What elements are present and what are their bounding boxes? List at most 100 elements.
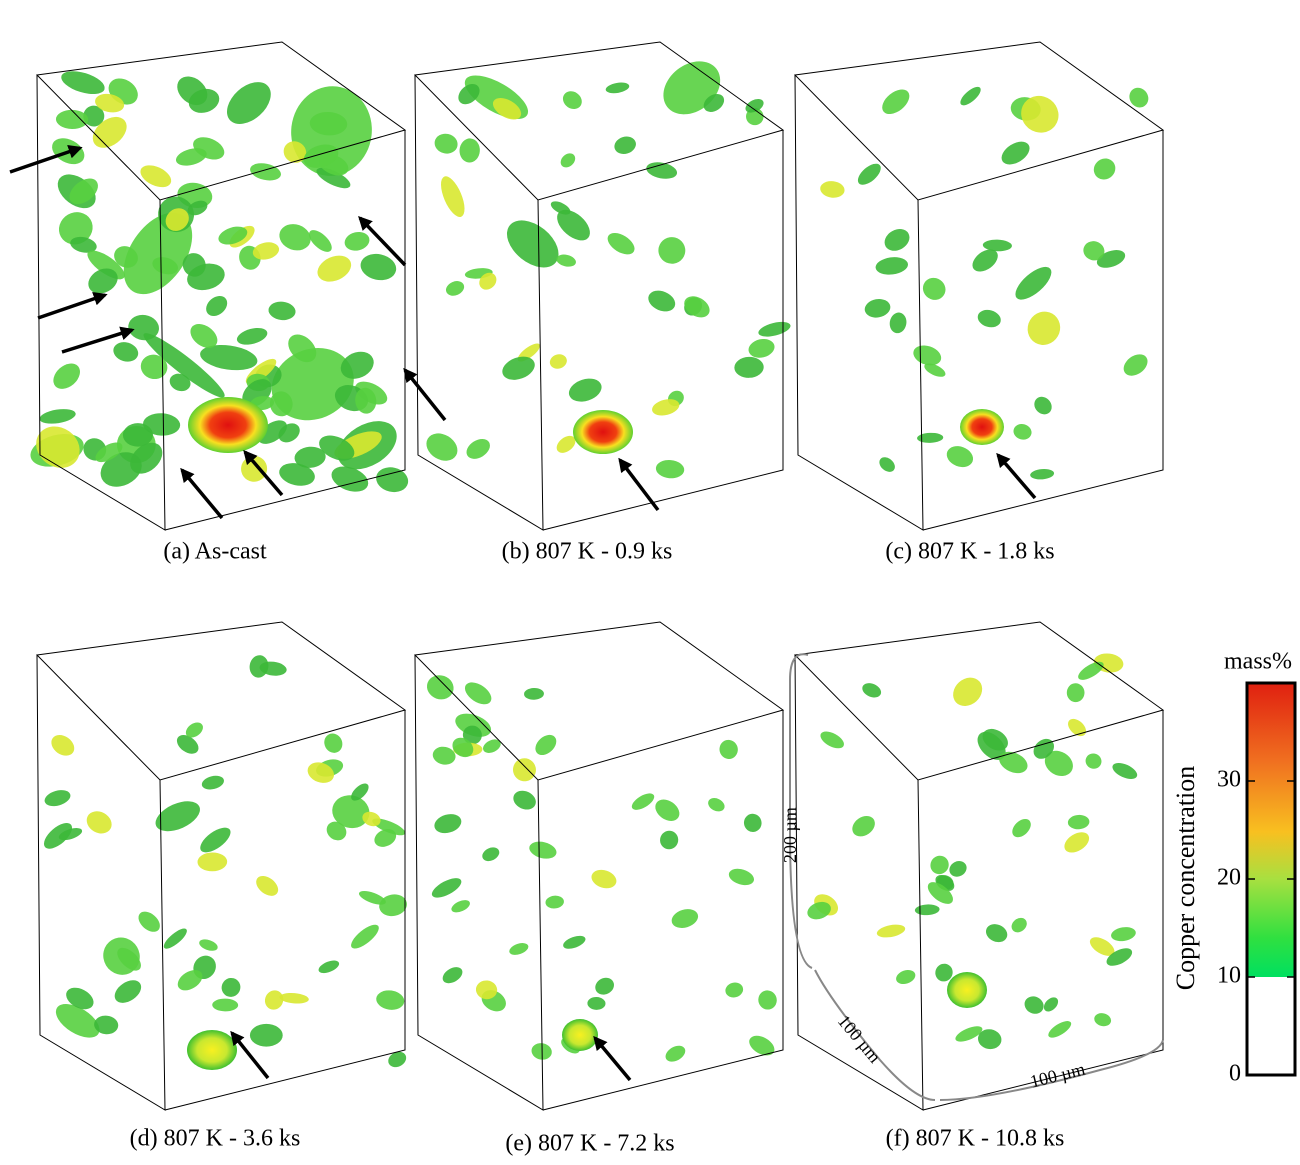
precipitate <box>377 892 409 918</box>
panel-caption: (c) 807 K - 1.8 ks <box>885 539 1054 565</box>
precipitate <box>561 933 587 951</box>
precipitate <box>1009 915 1030 935</box>
precipitate <box>375 989 406 1012</box>
precipitate <box>548 352 569 371</box>
arrow <box>38 295 105 318</box>
precipitate <box>727 866 756 888</box>
precipitate <box>1067 814 1089 830</box>
precipitate <box>48 358 85 394</box>
colorbar-tick-label: 0 <box>1229 1061 1241 1087</box>
precipitate <box>888 311 908 334</box>
precipitate <box>555 253 577 269</box>
precipitate <box>1090 154 1120 184</box>
precipitate <box>656 234 689 266</box>
precipitate <box>161 925 190 951</box>
colorbar-tick-label: 10 <box>1217 963 1241 989</box>
precipitate <box>612 134 638 157</box>
precipitate <box>440 964 465 987</box>
precipitate <box>212 998 238 1011</box>
precipitate <box>1009 815 1035 840</box>
panel-caption: (e) 807 K - 7.2 ks <box>505 1131 674 1157</box>
precipitate <box>219 74 279 132</box>
precipitate <box>527 839 558 861</box>
precipitate <box>481 737 503 756</box>
precipitate <box>653 50 731 125</box>
precipitate <box>56 110 89 130</box>
box-edge <box>795 75 923 530</box>
precipitate <box>28 418 88 476</box>
precipitate <box>860 680 883 700</box>
precipitate <box>947 858 970 880</box>
precipitate <box>200 774 225 792</box>
precipitate <box>459 138 481 163</box>
precipitate <box>508 941 530 957</box>
precipitate <box>1083 751 1104 771</box>
precipitate <box>944 442 976 470</box>
precipitate <box>819 180 845 199</box>
precipitate <box>480 845 502 864</box>
precipitate <box>1041 995 1061 1015</box>
precipitate <box>915 904 940 916</box>
precipitate <box>947 672 988 712</box>
precipitate <box>248 161 282 183</box>
precipitate <box>317 958 341 976</box>
precipitate <box>432 811 464 836</box>
precipitate <box>424 672 457 703</box>
precipitate <box>321 730 346 756</box>
precipitate <box>917 432 944 443</box>
precipitate <box>734 356 764 378</box>
precipitate <box>43 787 73 809</box>
scale-label: 100 µm <box>1028 1059 1087 1092</box>
precipitate <box>433 132 460 156</box>
precipitate <box>151 795 204 837</box>
precipitate <box>680 292 713 322</box>
precipitate <box>450 898 472 915</box>
arrow <box>405 370 445 420</box>
hot-spot <box>562 1019 598 1051</box>
hot-spot <box>960 409 1004 445</box>
colorbar-tick-label: 20 <box>1217 865 1241 891</box>
precipitate <box>894 968 917 987</box>
precipitate <box>531 731 560 759</box>
precipitate <box>717 738 740 761</box>
precipitate <box>198 937 219 953</box>
precipitate <box>250 1024 283 1047</box>
precipitate <box>83 807 116 838</box>
panel-caption: (b) 807 K - 0.9 ks <box>502 539 673 565</box>
precipitate <box>983 239 1013 252</box>
colorbar: 0 10 20 30 <box>1217 683 1295 1087</box>
precipitate <box>252 872 281 900</box>
hot-spot <box>187 1030 237 1070</box>
precipitate <box>976 307 1003 330</box>
precipitate <box>197 852 227 871</box>
precipitate <box>605 81 630 95</box>
precipitate <box>587 997 606 1010</box>
precipitate <box>651 795 683 825</box>
precipitate <box>1030 468 1055 480</box>
precipitate <box>863 297 892 320</box>
precipitate <box>276 220 315 255</box>
precipitate <box>135 908 164 936</box>
colorbar-tick-label: 30 <box>1217 767 1241 793</box>
precipitate <box>998 137 1034 169</box>
precipitate <box>1066 683 1084 703</box>
precipitate <box>724 981 745 1000</box>
precipitate <box>881 225 914 256</box>
panel-caption: (f) 807 K - 10.8 ks <box>886 1126 1065 1152</box>
precipitate <box>461 678 495 709</box>
precipitate <box>111 976 146 1008</box>
precipitate <box>927 852 953 878</box>
precipitate <box>1065 715 1090 739</box>
precipitate <box>137 161 175 192</box>
arrow <box>620 460 658 510</box>
precipitate <box>218 974 244 1000</box>
precipitate <box>848 812 878 841</box>
hot-spot <box>947 972 987 1008</box>
precipitate <box>1120 350 1152 380</box>
precipitate <box>279 992 309 1005</box>
precipitate <box>1022 306 1067 351</box>
precipitate <box>1046 1018 1074 1041</box>
precipitate <box>604 229 638 259</box>
precipitate <box>235 325 269 348</box>
precipitate <box>747 336 777 360</box>
